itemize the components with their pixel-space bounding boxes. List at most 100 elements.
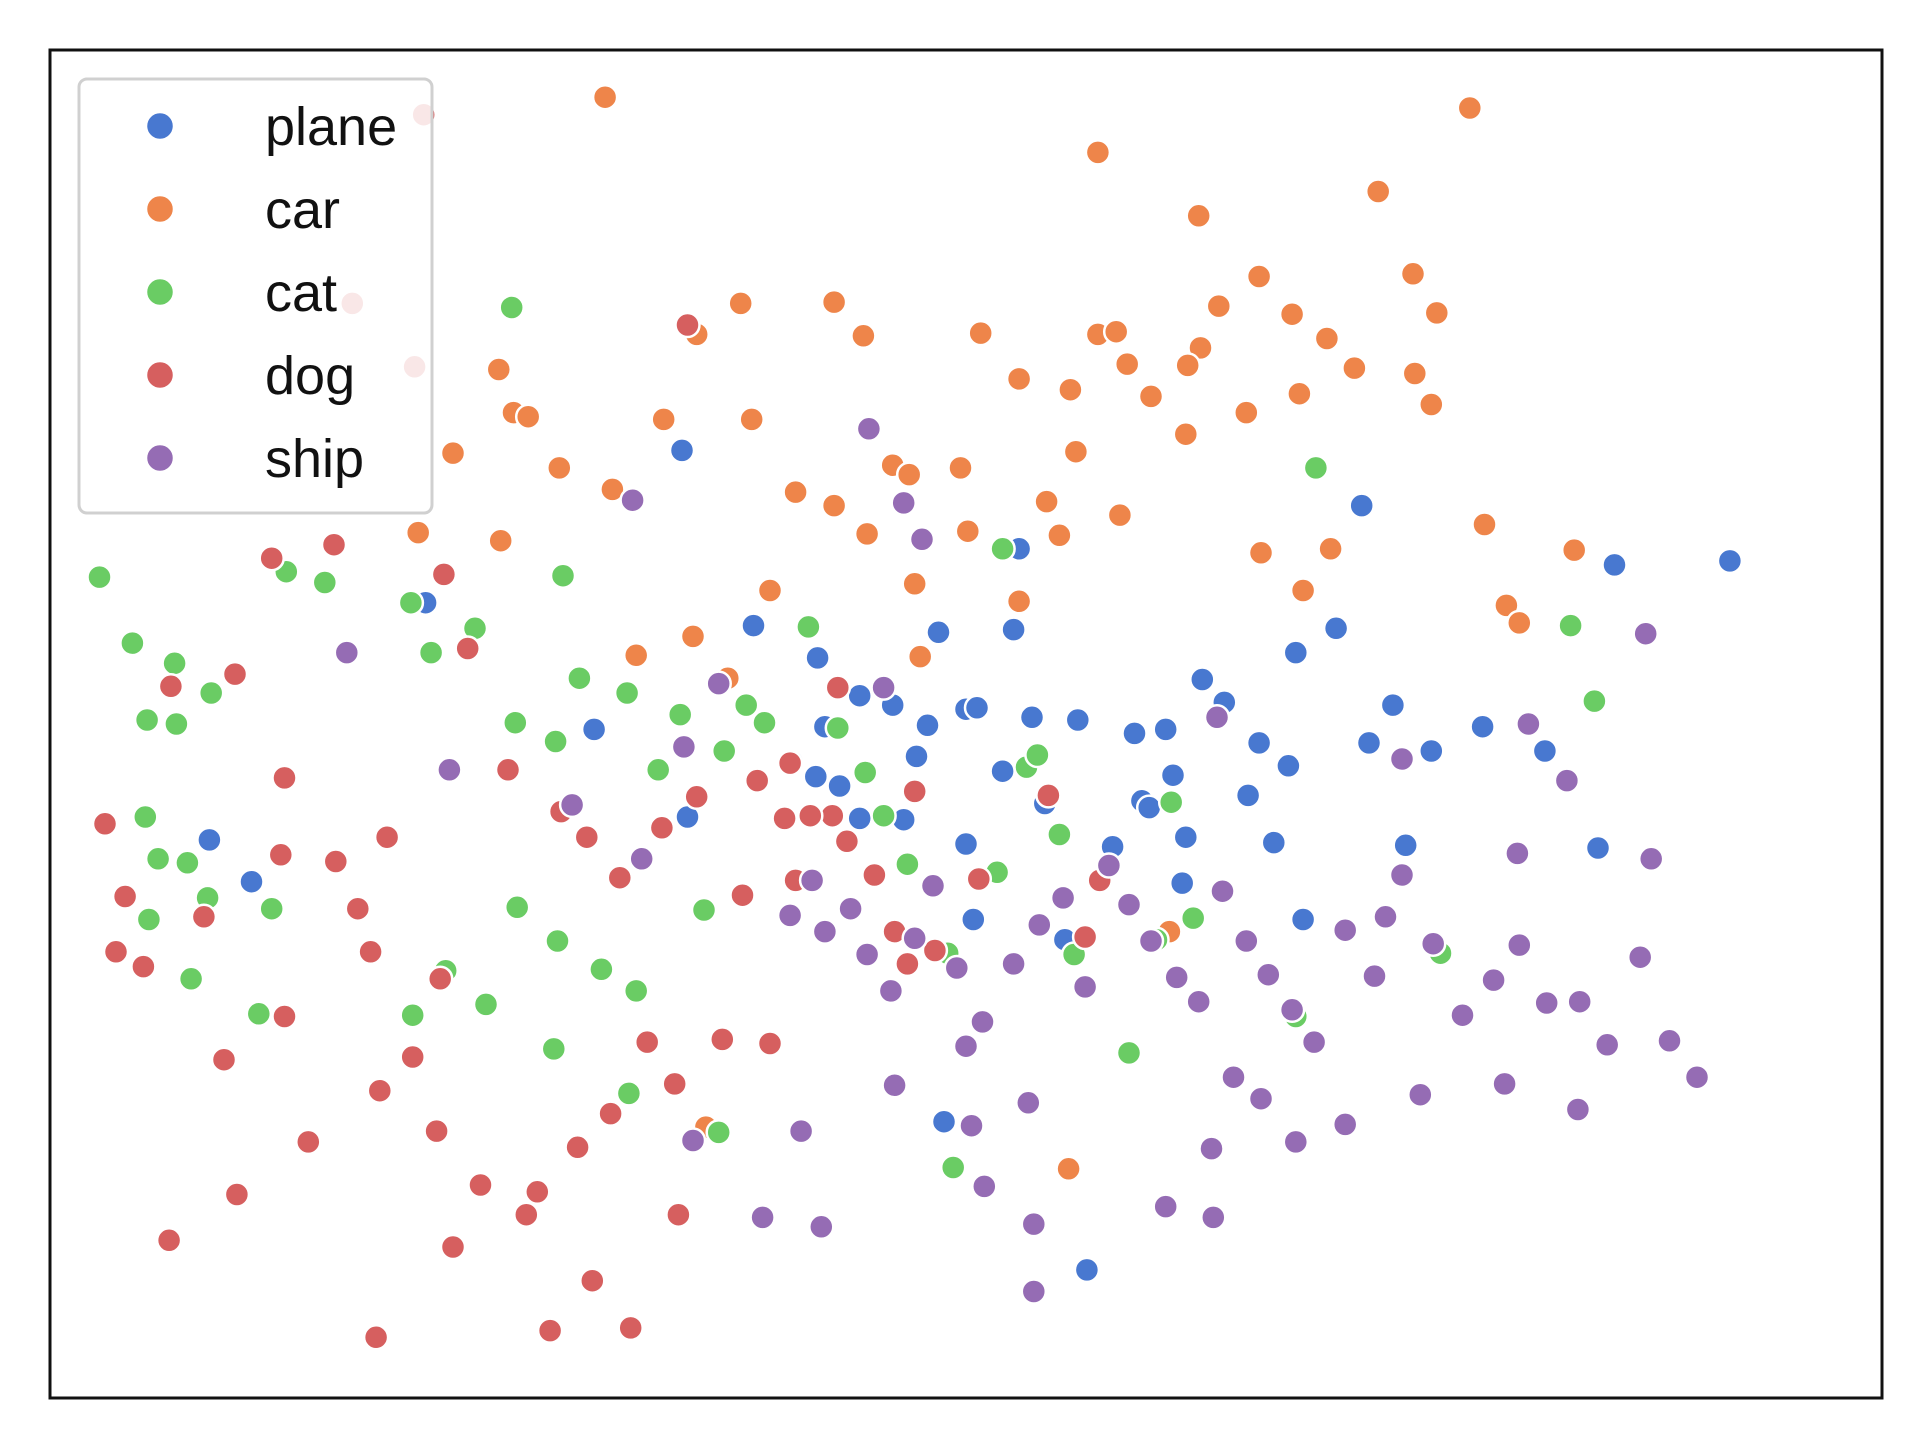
point-plane-1 [238, 868, 265, 895]
point-dog-64 [674, 311, 701, 339]
point-dog-8 [111, 883, 139, 910]
point-cat-12 [177, 965, 205, 993]
point-plane-20 [960, 906, 987, 933]
point-cat-35 [1046, 821, 1073, 848]
point-ship-43 [1656, 1027, 1683, 1055]
point-plane-50 [1348, 492, 1375, 519]
point-plane-39 [1245, 729, 1273, 757]
point-car-2 [1185, 202, 1212, 230]
point-ship-21 [1071, 973, 1099, 1001]
point-car-45 [514, 403, 542, 430]
point-cat-50 [989, 535, 1016, 563]
point-ship-7 [670, 733, 698, 761]
point-car-56 [1247, 539, 1275, 567]
point-dog-14 [271, 1003, 298, 1030]
point-dog-43 [901, 778, 928, 805]
point-car-65 [1055, 1155, 1082, 1183]
point-car-5 [1456, 94, 1484, 122]
point-ship-28 [1233, 927, 1260, 955]
point-cat-32 [894, 850, 921, 878]
point-plane-22 [989, 757, 1016, 785]
point-dog-35 [729, 881, 756, 909]
point-car-52 [1033, 488, 1060, 515]
point-ship-23 [1115, 891, 1143, 918]
point-cat-27 [751, 709, 778, 736]
point-car-7 [1187, 334, 1214, 362]
point-ship-54 [958, 1112, 985, 1139]
point-car-29 [1401, 360, 1429, 387]
point-car-3 [1364, 178, 1392, 205]
point-ship-18 [1000, 950, 1027, 978]
point-car-21 [1278, 300, 1306, 328]
point-dog-41 [861, 861, 888, 889]
point-car-39 [679, 623, 707, 650]
point-car-26 [1057, 376, 1084, 403]
point-dog-51 [633, 1028, 661, 1056]
point-plane-34 [1168, 869, 1196, 897]
point-cat-48 [705, 1119, 732, 1146]
point-cat-16 [549, 562, 577, 589]
point-cat-10 [174, 849, 201, 877]
legend-label-ship: ship [265, 429, 364, 489]
point-cat-54 [1179, 904, 1207, 932]
point-plane-35 [1159, 761, 1187, 789]
point-plane-46 [1379, 691, 1407, 719]
point-car-41 [439, 439, 467, 467]
legend-label-car: car [265, 180, 340, 240]
point-ship-33 [1361, 962, 1388, 990]
point-dog-39 [819, 802, 846, 829]
point-dog-62 [430, 561, 458, 588]
point-cat-8 [144, 845, 172, 873]
point-cat-41 [399, 1001, 426, 1029]
point-ship-52 [1152, 1193, 1179, 1220]
point-plane-45 [1355, 729, 1383, 757]
point-car-19 [1205, 292, 1233, 320]
point-ship-15 [919, 872, 947, 900]
point-cat-23 [613, 679, 641, 707]
point-ship-49 [1198, 1135, 1225, 1162]
point-dog-24 [467, 1171, 494, 1199]
point-car-63 [1506, 609, 1533, 637]
point-ship-10 [798, 867, 826, 894]
point-car-24 [1286, 380, 1313, 407]
point-cat-21 [566, 664, 593, 692]
point-car-8 [820, 288, 848, 316]
point-car-51 [947, 454, 974, 482]
point-cat-7 [132, 803, 159, 831]
point-ship-62 [1200, 1204, 1227, 1231]
point-ship-9 [776, 902, 804, 929]
point-dog-34 [683, 783, 710, 811]
point-ship-37 [1480, 966, 1507, 994]
point-car-16 [1102, 318, 1130, 345]
point-cat-28 [795, 613, 822, 641]
legend-marker-car [144, 193, 176, 225]
point-ship-51 [1282, 1128, 1310, 1156]
point-cat-0 [133, 706, 161, 734]
point-cat-59 [1581, 687, 1608, 715]
point-car-60 [1493, 592, 1520, 619]
point-ship-3 [619, 486, 646, 514]
point-plane-0 [196, 826, 223, 854]
point-ship-40 [1566, 988, 1593, 1015]
point-cat-45 [615, 1080, 643, 1107]
point-car-47 [738, 406, 765, 433]
point-cat-31 [870, 802, 897, 829]
point-ship-55 [881, 1072, 908, 1099]
point-ship-73 [333, 639, 361, 666]
point-car-10 [650, 406, 677, 433]
point-car-27 [1399, 260, 1427, 288]
point-car-59 [1560, 536, 1588, 564]
point-cat-58 [1302, 454, 1330, 482]
legend-label-plane: plane [265, 97, 397, 157]
point-car-43 [546, 454, 573, 482]
point-plane-32 [1152, 716, 1179, 743]
point-car-17 [1174, 352, 1201, 379]
point-ship-13 [877, 977, 905, 1005]
point-dog-48 [709, 1026, 736, 1053]
point-cat-20 [542, 728, 569, 755]
point-car-50 [895, 461, 923, 488]
point-cat-61 [245, 1000, 273, 1028]
point-dog-28 [223, 1181, 251, 1208]
point-ship-32 [1331, 916, 1359, 944]
